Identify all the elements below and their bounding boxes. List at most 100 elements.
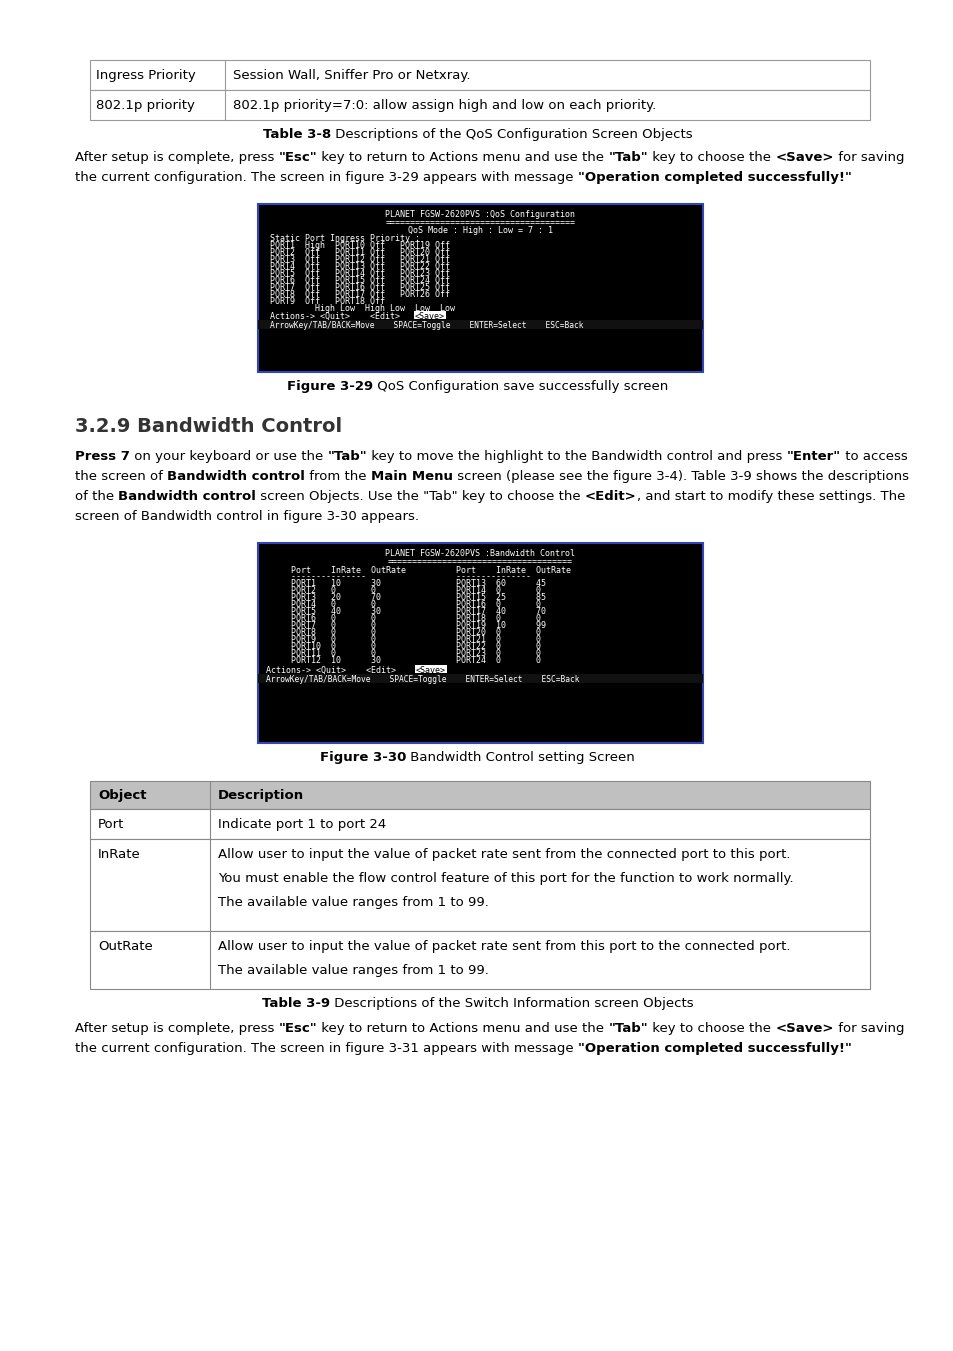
Text: InRate: InRate: [98, 848, 141, 861]
Text: QoS Mode : High : Low = 7 : 1: QoS Mode : High : Low = 7 : 1: [408, 226, 553, 235]
Text: =====================================: =====================================: [388, 557, 573, 566]
Text: Port: Port: [98, 817, 124, 831]
Text: PORT5  Off   PORT14 Off   PORT23 Off: PORT5 Off PORT14 Off PORT23 Off: [270, 269, 450, 278]
Text: ======================================: ======================================: [385, 218, 575, 227]
Text: "Tab": "Tab": [327, 450, 367, 463]
Text: PORT8  Off   PORT17 Off   PORT26 Off: PORT8 Off PORT17 Off PORT26 Off: [270, 290, 450, 299]
Text: , and start to modify these settings. The: , and start to modify these settings. Th…: [637, 490, 904, 503]
Text: 3.2.9 Bandwidth Control: 3.2.9 Bandwidth Control: [75, 417, 342, 436]
Text: key to choose the: key to choose the: [647, 1021, 775, 1035]
Text: PORT1   10      30               PORT13  60      45: PORT1 10 30 PORT13 60 45: [266, 580, 545, 588]
Bar: [257, 674, 702, 684]
Text: Figure 3-29: Figure 3-29: [287, 380, 373, 393]
Text: key to return to Actions menu and use the: key to return to Actions menu and use th…: [317, 151, 608, 163]
Text: After setup is complete, press: After setup is complete, press: [75, 151, 278, 163]
Text: 802.1p priority=7:0: allow assign high and low on each priority.: 802.1p priority=7:0: allow assign high a…: [233, 99, 656, 112]
Bar: [90, 781, 869, 809]
Text: ---------------                  ---------------: --------------- ---------------: [266, 571, 531, 581]
Text: After setup is complete, press: After setup is complete, press: [75, 1021, 278, 1035]
Text: Actions-> <Quit>    <Edit>: Actions-> <Quit> <Edit>: [266, 666, 416, 676]
Text: PORT1  High  PORT10 Off   PORT19 Off: PORT1 High PORT10 Off PORT19 Off: [270, 240, 450, 250]
Text: "Esc": "Esc": [278, 151, 317, 163]
Bar: [415, 665, 447, 673]
Text: key to choose the: key to choose the: [647, 151, 775, 163]
Text: Main Menu: Main Menu: [371, 470, 453, 484]
Text: PORT8   0       0                PORT20  0       0: PORT8 0 0 PORT20 0 0: [266, 628, 540, 638]
Text: "Tab": "Tab": [608, 1021, 647, 1035]
Text: OutRate: OutRate: [98, 940, 152, 952]
Text: Bandwidth control: Bandwidth control: [167, 470, 305, 484]
Text: Static Port Ingress Priority :: Static Port Ingress Priority :: [270, 234, 419, 243]
Text: Port    InRate  OutRate          Port    InRate  OutRate: Port InRate OutRate Port InRate OutRate: [266, 566, 571, 576]
Text: Ingress Priority: Ingress Priority: [96, 69, 195, 82]
Bar: [257, 543, 702, 743]
Bar: [90, 809, 869, 839]
Text: The available value ranges from 1 to 99.: The available value ranges from 1 to 99.: [218, 965, 488, 977]
Text: ArrowKey/TAB/BACK=Move    SPACE=Toggle    ENTER=Select    ESC=Back: ArrowKey/TAB/BACK=Move SPACE=Toggle ENTE…: [270, 322, 583, 330]
Text: Indicate port 1 to port 24: Indicate port 1 to port 24: [218, 817, 386, 831]
Text: PORT6   0       0                PORT18  0       0: PORT6 0 0 PORT18 0 0: [266, 613, 540, 623]
Text: of the: of the: [75, 490, 118, 503]
Bar: [257, 320, 702, 330]
Text: Descriptions of the Switch Information screen Objects: Descriptions of the Switch Information s…: [330, 997, 693, 1011]
Text: screen Objects. Use the "Tab" key to choose the: screen Objects. Use the "Tab" key to cho…: [256, 490, 584, 503]
Text: for saving: for saving: [833, 1021, 903, 1035]
Text: PORT6  Off   PORT15 Off   PORT24 Off: PORT6 Off PORT15 Off PORT24 Off: [270, 276, 450, 285]
Text: Allow user to input the value of packet rate sent from the connected port to thi: Allow user to input the value of packet …: [218, 848, 790, 861]
Text: the current configuration. The screen in figure 3-29 appears with message: the current configuration. The screen in…: [75, 172, 578, 184]
Text: QoS Configuration save successfully screen: QoS Configuration save successfully scre…: [373, 380, 667, 393]
Text: <Edit>: <Edit>: [584, 490, 637, 503]
Text: Table 3-9: Table 3-9: [261, 997, 330, 1011]
Text: from the: from the: [305, 470, 371, 484]
Text: PORT7   0       0                PORT19  10      99: PORT7 0 0 PORT19 10 99: [266, 621, 545, 630]
Text: PORT3   20      70               PORT15  25      85: PORT3 20 70 PORT15 25 85: [266, 593, 545, 603]
Text: Figure 3-30: Figure 3-30: [319, 751, 406, 765]
Text: PORT3  Off   PORT12 Off   PORT21 Off: PORT3 Off PORT12 Off PORT21 Off: [270, 255, 450, 263]
Text: Descriptions of the QoS Configuration Screen Objects: Descriptions of the QoS Configuration Sc…: [331, 128, 692, 141]
Bar: [257, 204, 702, 372]
Text: PORT2   0       0                PORT14  0       0: PORT2 0 0 PORT14 0 0: [266, 586, 540, 594]
Text: for saving: for saving: [833, 151, 903, 163]
Text: <Save>: <Save>: [775, 151, 833, 163]
Bar: [90, 91, 869, 120]
Text: Session Wall, Sniffer Pro or Netxray.: Session Wall, Sniffer Pro or Netxray.: [233, 69, 470, 82]
Bar: [90, 59, 869, 91]
Text: PORT12  10      30               PORT24  0       0: PORT12 10 30 PORT24 0 0: [266, 657, 540, 665]
Text: PORT10  0       0                PORT22  0       0: PORT10 0 0 PORT22 0 0: [266, 642, 540, 651]
Text: key to move the highlight to the Bandwidth control and press: key to move the highlight to the Bandwid…: [367, 450, 786, 463]
Text: PORT9   0       0                PORT21  0       0: PORT9 0 0 PORT21 0 0: [266, 635, 540, 644]
Text: PORT11  0       0                PORT23  0       0: PORT11 0 0 PORT23 0 0: [266, 648, 540, 658]
Text: You must enable the flow control feature of this port for the function to work n: You must enable the flow control feature…: [218, 871, 793, 885]
Text: Table 3-8: Table 3-8: [262, 128, 331, 141]
Text: PORT5   40      30               PORT17  40      70: PORT5 40 30 PORT17 40 70: [266, 607, 545, 616]
Text: PORT4   0       0                PORT16  0       0: PORT4 0 0 PORT16 0 0: [266, 600, 540, 609]
Text: <Save>: <Save>: [416, 666, 446, 676]
Text: <Save>: <Save>: [775, 1021, 833, 1035]
Text: to access: to access: [840, 450, 906, 463]
Text: the screen of: the screen of: [75, 470, 167, 484]
Bar: [414, 311, 446, 319]
Text: "Enter": "Enter": [786, 450, 840, 463]
Text: <Save>: <Save>: [415, 312, 444, 322]
Text: Description: Description: [218, 789, 304, 802]
Text: "Esc": "Esc": [278, 1021, 317, 1035]
Text: PORT4  Off   PORT13 Off   PORT22 Off: PORT4 Off PORT13 Off PORT22 Off: [270, 262, 450, 272]
Text: on your keyboard or use the: on your keyboard or use the: [130, 450, 327, 463]
Text: Bandwidth control: Bandwidth control: [118, 490, 256, 503]
Text: <Quit>    <Edit>: <Quit> <Edit>: [319, 312, 415, 322]
Text: 802.1p priority: 802.1p priority: [96, 99, 194, 112]
Text: PORT7  Off   PORT16 Off   PORT25 Off: PORT7 Off PORT16 Off PORT25 Off: [270, 282, 450, 292]
Text: PLANET FGSW-2620PVS :QoS Configuration: PLANET FGSW-2620PVS :QoS Configuration: [385, 209, 575, 219]
Text: screen (please see the figure 3-4). Table 3-9 shows the descriptions: screen (please see the figure 3-4). Tabl…: [453, 470, 908, 484]
Text: the current configuration. The screen in figure 3-31 appears with message: the current configuration. The screen in…: [75, 1042, 578, 1055]
Text: Allow user to input the value of packet rate sent from this port to the connecte: Allow user to input the value of packet …: [218, 940, 790, 952]
Text: The available value ranges from 1 to 99.: The available value ranges from 1 to 99.: [218, 896, 488, 909]
Bar: [90, 931, 869, 989]
Text: Bandwidth Control setting Screen: Bandwidth Control setting Screen: [406, 751, 635, 765]
Text: Actions->: Actions->: [270, 312, 319, 322]
Text: "Operation completed successfully!": "Operation completed successfully!": [578, 1042, 851, 1055]
Text: PORT9  Off   PORT18 Off: PORT9 Off PORT18 Off: [270, 297, 385, 305]
Text: Object: Object: [98, 789, 147, 802]
Text: High Low  High Low  Low  Low: High Low High Low Low Low: [270, 304, 455, 313]
Text: "Operation completed successfully!": "Operation completed successfully!": [578, 172, 851, 184]
